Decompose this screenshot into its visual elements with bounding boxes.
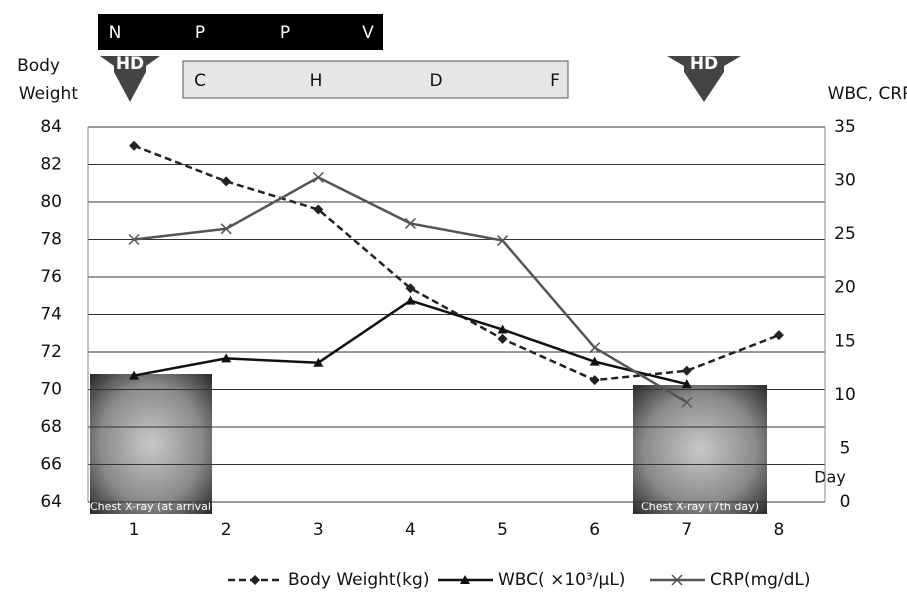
ventilation-label: N: [109, 23, 122, 43]
point: [405, 296, 415, 305]
point: [682, 366, 692, 376]
point: [590, 375, 600, 385]
chart: Body Weight WBC, CRP Day NPPVCHDFHDHDChe…: [0, 0, 907, 593]
y-tick-label: 72: [40, 342, 62, 362]
x-tick-label: 4: [405, 520, 416, 540]
point: [590, 343, 600, 353]
legend-label: CRP(mg/dL): [710, 570, 811, 590]
chdf-label: F: [550, 71, 560, 91]
y-axis-label: Weight: [19, 84, 79, 104]
point: [313, 172, 323, 182]
y2-tick-label: 30: [834, 171, 856, 191]
hd-label: HD: [690, 54, 718, 74]
y-tick-label: 80: [40, 192, 62, 212]
point: [498, 334, 508, 344]
y-tick-label: 82: [40, 155, 62, 175]
y2-tick-label: 20: [834, 278, 856, 298]
y-tick-label: 84: [40, 117, 62, 137]
x-tick-label: 3: [313, 520, 324, 540]
y-tick-label: 78: [40, 230, 62, 250]
chdf-bar: [183, 61, 568, 98]
chdf-label: H: [310, 71, 323, 91]
y2-tick-label: 15: [834, 331, 856, 351]
series-line: [134, 146, 779, 380]
point: [221, 176, 231, 186]
ventilation-bar: [98, 14, 383, 50]
y2-tick-label: 35: [834, 117, 856, 137]
series-line: [134, 301, 687, 385]
x-tick-label: 2: [221, 520, 232, 540]
x-tick-label: 6: [589, 520, 600, 540]
ventilation-label: P: [280, 23, 290, 43]
hd-label: HD: [116, 54, 144, 74]
x-tick-label: 8: [774, 520, 785, 540]
point: [129, 141, 139, 151]
x-tick-label: 5: [497, 520, 508, 540]
y-tick-label: 70: [40, 380, 62, 400]
x-tick-label: 7: [681, 520, 692, 540]
y-tick-label: 76: [40, 267, 62, 287]
x-axis-label: Day: [814, 468, 846, 487]
y-axis-label: Body: [17, 56, 60, 76]
y2-tick-label: 25: [834, 224, 856, 244]
xray-image: [633, 385, 767, 514]
y-tick-label: 64: [40, 492, 62, 512]
y2-tick-label: 0: [840, 492, 851, 512]
chdf-label: C: [194, 71, 206, 91]
x-tick-label: 1: [129, 520, 140, 540]
ventilation-label: P: [195, 23, 205, 43]
chdf-label: D: [429, 71, 442, 91]
legend-label: WBC( ×10³/μL): [498, 570, 625, 590]
y2-axis-label: WBC, CRP: [828, 84, 907, 104]
y-tick-label: 74: [40, 305, 62, 325]
ventilation-label: V: [362, 23, 374, 43]
point: [774, 330, 784, 340]
legend-marker: [250, 575, 260, 585]
legend-label: Body Weight(kg): [288, 570, 429, 590]
xray-image: [90, 374, 212, 514]
y2-tick-label: 5: [840, 438, 851, 458]
y2-tick-label: 10: [834, 385, 856, 405]
y-tick-label: 66: [40, 455, 62, 475]
y-tick-label: 68: [40, 417, 62, 437]
